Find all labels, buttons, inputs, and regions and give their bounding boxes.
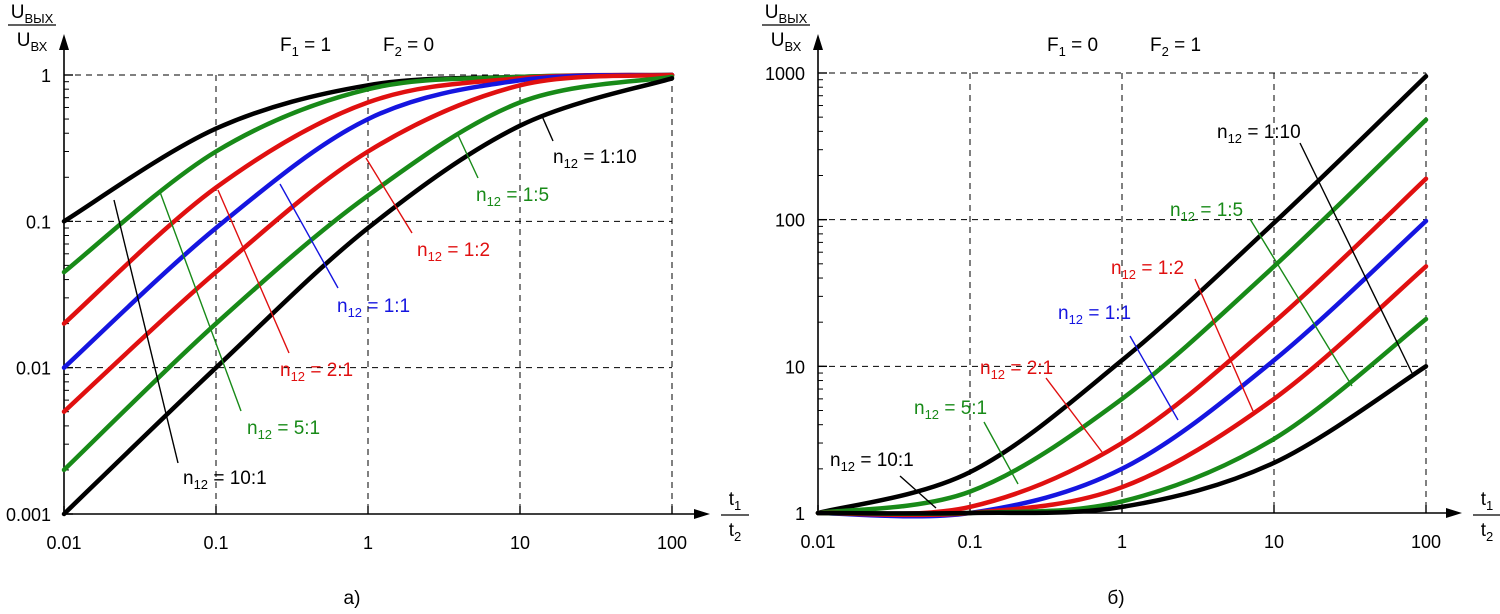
series-leader-line (1194, 278, 1254, 412)
y-tick-label: 1 (41, 66, 51, 86)
series-lines (61, 72, 675, 517)
series-leader-line (457, 134, 479, 179)
series-leader-line (1299, 142, 1413, 374)
chart-panel-a: 0.01 0.1 1 10 1000.0010.010.11UВЫХUВХt1t2F1 … (6, 2, 749, 609)
y-tick-label: 1 (795, 504, 805, 524)
grid (818, 72, 1427, 513)
y-axis-label: UВЫХ UВХ (8, 2, 56, 54)
series-label: n12 = 1:1 (337, 296, 410, 320)
y-axis-label: UВЫХ UВХ (762, 2, 810, 54)
series-label: n12 = 1:2 (417, 240, 490, 264)
x-axis-arrow (694, 509, 710, 519)
x-tick-label: 1 (363, 533, 373, 553)
y-label-denominator: UВХ (17, 30, 48, 54)
series-line (61, 76, 675, 517)
series-label: n12 = 10:1 (830, 450, 914, 474)
series-label: n12 = 1:2 (1111, 258, 1184, 282)
grid (64, 74, 673, 514)
series-label: n12 = 2:1 (280, 360, 353, 384)
series-label: n12 = 1:5 (476, 185, 549, 209)
series-leader-line (1129, 335, 1179, 421)
series-leader-line (899, 475, 937, 509)
series-leader-line (365, 157, 413, 234)
series-leader-line (113, 199, 179, 464)
y-tick-label: 0.1 (26, 212, 51, 232)
x-tick-label: 10 (510, 533, 530, 553)
series-leader-line (1249, 218, 1353, 387)
x-tick-label: 100 (657, 533, 687, 553)
series-line (815, 364, 1429, 516)
x-label-numerator: t1 (1481, 489, 1494, 513)
x-label-denominator: t2 (729, 520, 742, 544)
x-label-denominator: t2 (1481, 520, 1494, 544)
y-label-numerator: UВЫХ (11, 2, 54, 26)
series-label: n12 = 5:1 (247, 418, 320, 442)
series-leader-line (1045, 377, 1103, 453)
panel-label: б) (1107, 588, 1124, 609)
condition-f1-label: F1 = 1 (280, 35, 331, 59)
x-tick-label: 0.1 (957, 532, 982, 552)
condition-f1-label: F1 = 0 (1047, 35, 1098, 59)
series-labels: n12 = 10:1 n12 = 5:1 n12 = 2:1 n12 = 1:1 n12… (113, 115, 637, 492)
y-label-numerator: UВЫХ (765, 2, 808, 26)
y-label-denominator: UВХ (771, 30, 802, 54)
y-tick-label: 0.001 (6, 505, 51, 525)
y-tick-label: 10 (785, 357, 805, 377)
x-tick-label: 0.1 (203, 533, 228, 553)
series-leader-line (159, 191, 242, 412)
y-tick-label: 1000 (765, 64, 805, 84)
condition-f2-label: F2 = 1 (1150, 35, 1201, 59)
y-axis-arrow (59, 34, 69, 50)
series-labels: n12 = 1:10 n12 = 1:5 n12 = 1:2 n12 = 1:1 n12… (830, 122, 1413, 509)
x-tick-label: 0.01 (800, 532, 835, 552)
x-label-numerator: t1 (729, 489, 742, 513)
series-lines (815, 74, 1429, 519)
condition-f2-label: F2 = 0 (383, 35, 434, 59)
x-axis-arrow (1446, 508, 1462, 518)
series-label: n12 = 10:1 (183, 468, 267, 492)
series-label: n12 = 2:1 (980, 358, 1053, 382)
series-leader-line (983, 421, 1019, 485)
series-line (61, 72, 675, 414)
x-tick-label: 0.01 (46, 533, 81, 553)
y-tick-label: 0.01 (16, 359, 51, 379)
series-label: n12 = 1:5 (1170, 200, 1243, 224)
series-leader-line (541, 115, 554, 142)
series-leader-line (279, 183, 339, 289)
series-label: n12 = 1:1 (1058, 303, 1131, 327)
series-line (815, 74, 1429, 516)
panel-label: а) (344, 588, 361, 609)
series-label: n12 = 1:10 (553, 147, 637, 171)
y-axis-arrow (813, 34, 823, 50)
series-label: n12 = 1:10 (1217, 122, 1301, 146)
series-leader-line (217, 189, 290, 354)
x-tick-label: 1 (1117, 532, 1127, 552)
x-tick-label: 100 (1411, 532, 1441, 552)
series-label: n12 = 5:1 (914, 398, 987, 422)
y-tick-label: 100 (775, 211, 805, 231)
x-tick-label: 10 (1264, 532, 1284, 552)
